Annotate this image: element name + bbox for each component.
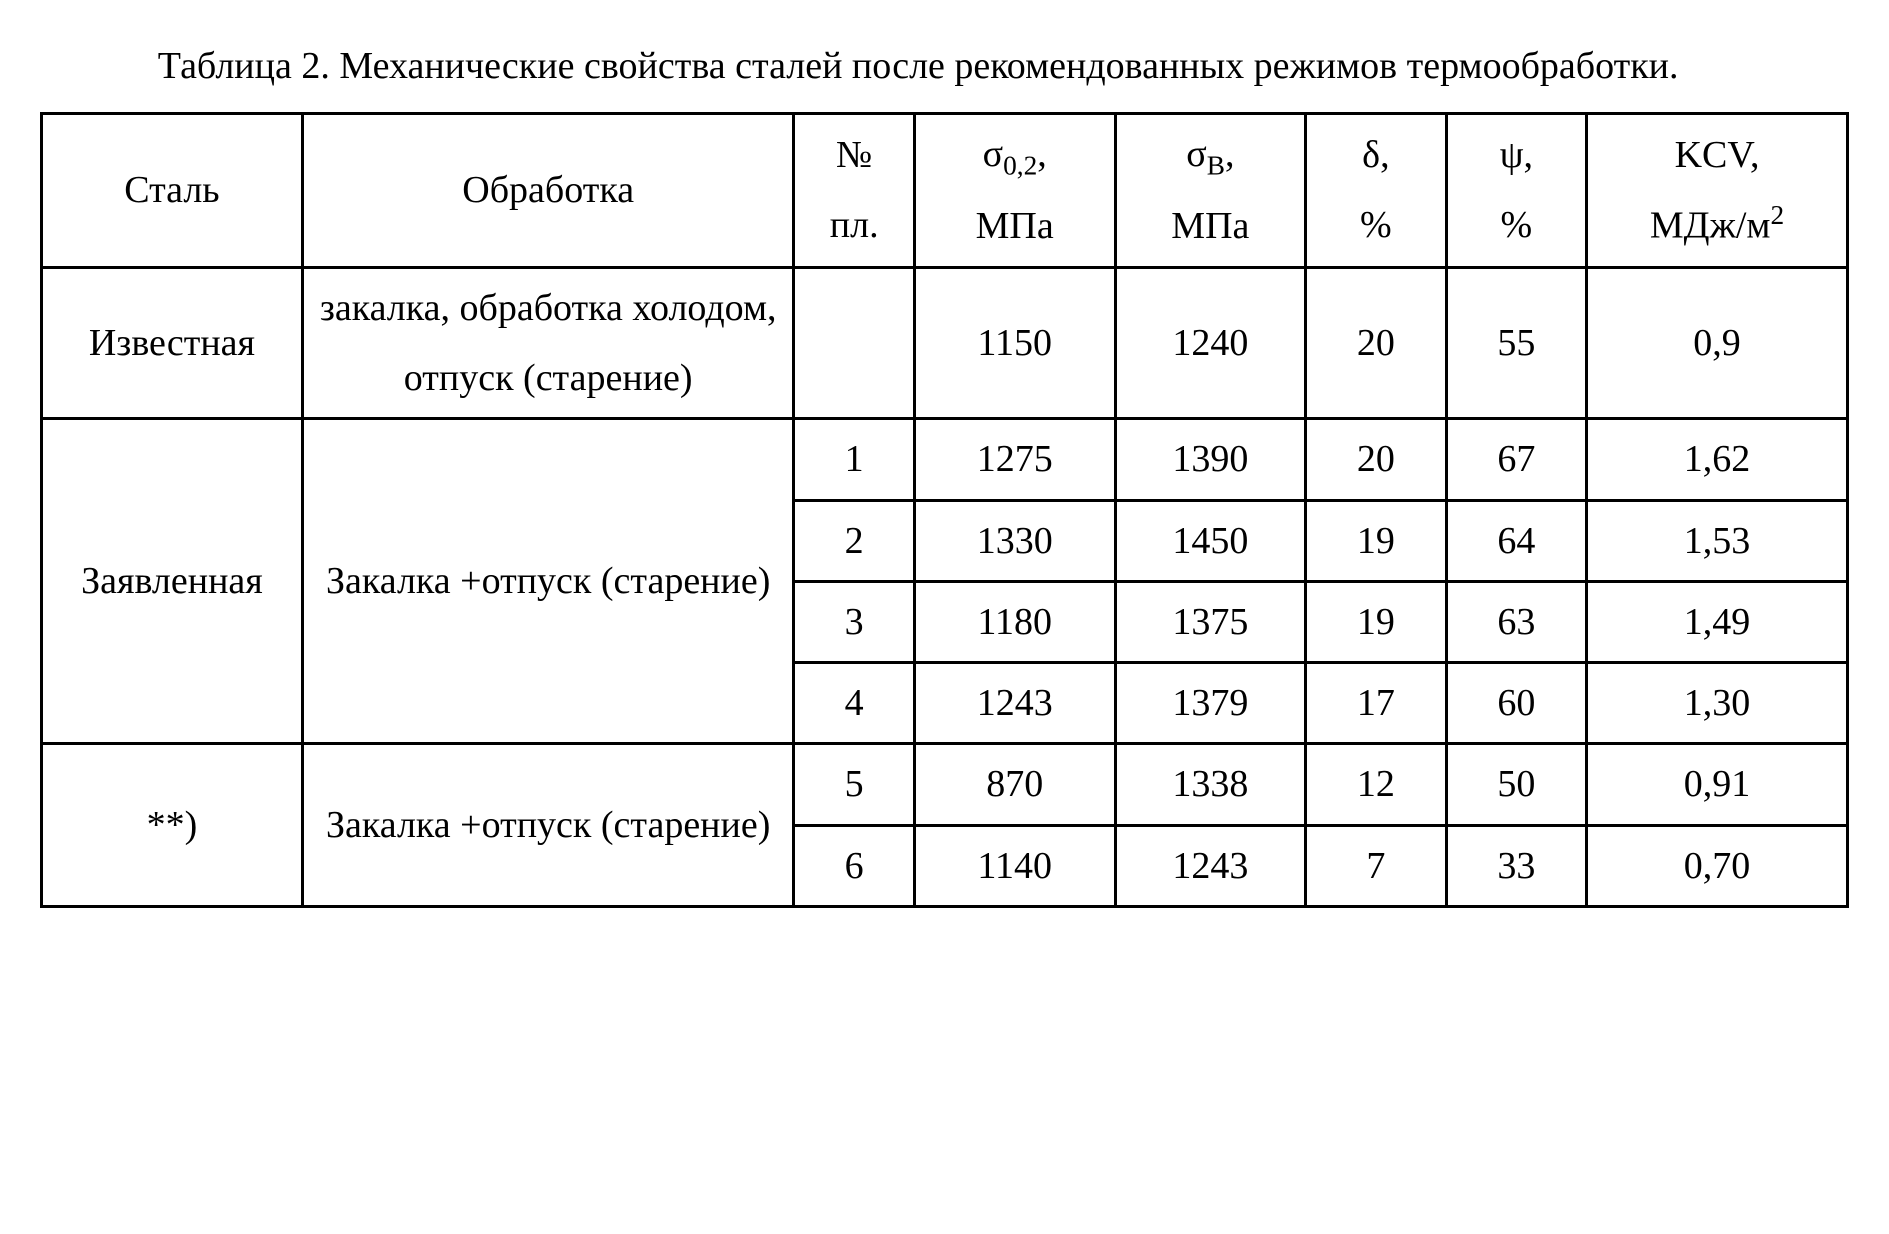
cell-sigma02: 1150: [914, 267, 1115, 419]
cell-kcv: 1,53: [1587, 500, 1848, 581]
sigmaB-subscript: В: [1207, 151, 1225, 181]
col-sigma02: σ0,2, МПа: [914, 114, 1115, 268]
mechanical-properties-table: Сталь Обработка № пл. σ0,2, МПа σВ, МПа …: [40, 112, 1849, 908]
table-header-row: Сталь Обработка № пл. σ0,2, МПа σВ, МПа …: [42, 114, 1848, 268]
cell-sigmaB: 1450: [1115, 500, 1306, 581]
cell-no: 5: [794, 744, 914, 825]
psi-unit: %: [1501, 204, 1533, 246]
cell-psi: 60: [1446, 663, 1586, 744]
cell-delta: 19: [1306, 581, 1446, 662]
cell-sigma02: 1330: [914, 500, 1115, 581]
cell-psi: 64: [1446, 500, 1586, 581]
cell-sigma02: 1275: [914, 419, 1115, 500]
col-kcv: KCV, МДж/м2: [1587, 114, 1848, 268]
table-row: Заявленная Закалка +отпуск (старение) 1 …: [42, 419, 1848, 500]
cell-steel: **): [42, 744, 303, 907]
cell-no: 6: [794, 825, 914, 906]
cell-delta: 7: [1306, 825, 1446, 906]
cell-delta: 20: [1306, 419, 1446, 500]
cell-no: 2: [794, 500, 914, 581]
delta-unit: %: [1360, 204, 1392, 246]
cell-psi: 63: [1446, 581, 1586, 662]
col-psi: ψ,%: [1446, 114, 1586, 268]
cell-treatment: Закалка +отпуск (старение): [302, 744, 794, 907]
cell-kcv: 1,49: [1587, 581, 1848, 662]
kcv-unit-exp: 2: [1770, 200, 1784, 230]
kcv-unit-base: МДж/м: [1650, 205, 1771, 247]
col-no: № пл.: [794, 114, 914, 268]
cell-no: 4: [794, 663, 914, 744]
table-caption: Таблица 2. Механические свойства сталей …: [40, 30, 1849, 102]
cell-kcv: 0,91: [1587, 744, 1848, 825]
col-delta: δ,%: [1306, 114, 1446, 268]
cell-kcv: 1,30: [1587, 663, 1848, 744]
cell-sigma02: 1180: [914, 581, 1115, 662]
cell-sigmaB: 1240: [1115, 267, 1306, 419]
cell-delta: 20: [1306, 267, 1446, 419]
cell-sigmaB: 1243: [1115, 825, 1306, 906]
col-sigmaB: σВ, МПа: [1115, 114, 1306, 268]
cell-treatment: Закалка +отпуск (старение): [302, 419, 794, 744]
cell-psi: 50: [1446, 744, 1586, 825]
cell-sigmaB: 1338: [1115, 744, 1306, 825]
sigmaB-unit: МПа: [1171, 205, 1249, 247]
kcv-label: KCV,: [1675, 134, 1760, 176]
sigma02-unit: МПа: [976, 205, 1054, 247]
cell-sigma02: 1140: [914, 825, 1115, 906]
cell-delta: 17: [1306, 663, 1446, 744]
cell-no: 1: [794, 419, 914, 500]
cell-no: 3: [794, 581, 914, 662]
table-body: Известная закалка, обработка холодом, от…: [42, 267, 1848, 906]
cell-sigma02: 1243: [914, 663, 1115, 744]
cell-sigmaB: 1390: [1115, 419, 1306, 500]
cell-kcv: 0,9: [1587, 267, 1848, 419]
sigma02-subscript: 0,2: [1003, 151, 1037, 181]
cell-kcv: 0,70: [1587, 825, 1848, 906]
col-steel: Сталь: [42, 114, 303, 268]
page: Таблица 2. Механические свойства сталей …: [0, 0, 1889, 948]
col-no-line1: №: [836, 134, 872, 176]
cell-sigma02: 870: [914, 744, 1115, 825]
cell-treatment: закалка, обработка холодом, отпуск (стар…: [302, 267, 794, 419]
cell-sigmaB: 1375: [1115, 581, 1306, 662]
cell-psi: 33: [1446, 825, 1586, 906]
col-no-line2: пл.: [830, 204, 879, 246]
cell-delta: 19: [1306, 500, 1446, 581]
cell-delta: 12: [1306, 744, 1446, 825]
cell-psi: 55: [1446, 267, 1586, 419]
cell-no: [794, 267, 914, 419]
cell-steel: Известная: [42, 267, 303, 419]
cell-steel: Заявленная: [42, 419, 303, 744]
table-row: **) Закалка +отпуск (старение) 5 870 133…: [42, 744, 1848, 825]
cell-kcv: 1,62: [1587, 419, 1848, 500]
cell-sigmaB: 1379: [1115, 663, 1306, 744]
col-treatment: Обработка: [302, 114, 794, 268]
cell-psi: 67: [1446, 419, 1586, 500]
table-row: Известная закалка, обработка холодом, от…: [42, 267, 1848, 419]
